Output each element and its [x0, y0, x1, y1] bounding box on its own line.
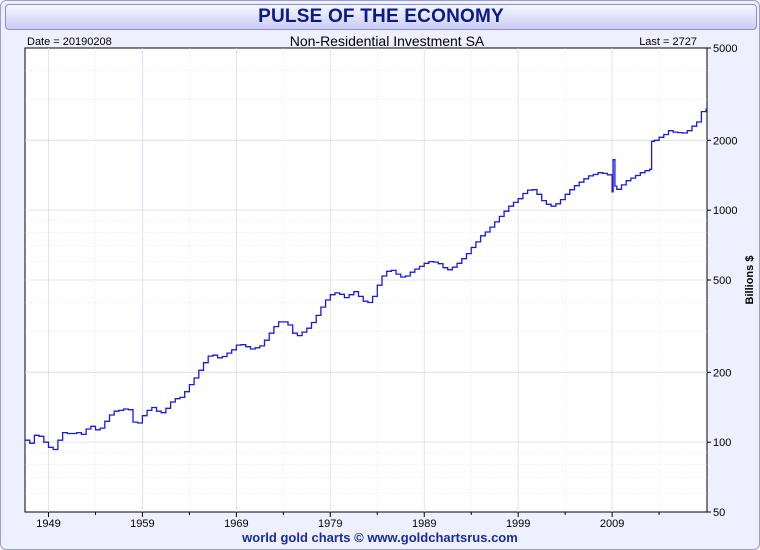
x-tick-label: 1969 [224, 518, 248, 530]
footer-credit: world gold charts © www.goldchartsrus.co… [242, 530, 518, 545]
x-tick-label: 1949 [36, 518, 60, 530]
chart-title: Non-Residential Investment SA [290, 33, 485, 49]
title-bar: PULSE OF THE ECONOMY [5, 4, 757, 30]
x-tick-label: 1959 [130, 518, 154, 530]
x-tick-label: 1999 [506, 518, 530, 530]
ticks [47, 47, 711, 517]
date-label: Date = 20190208 [27, 36, 112, 48]
last-label: Last = 2727 [639, 36, 697, 48]
grid [25, 48, 707, 512]
x-tick-label: 1979 [318, 518, 342, 530]
y-tick-label: 1000 [713, 205, 737, 217]
tick-labels: 50 100 200 500 1000 2000 5000 1949 1959 1969 1979 1… [36, 43, 737, 530]
y-tick-label: 50 [713, 507, 725, 519]
x-tick-label: 1989 [412, 518, 436, 530]
y-tick-label: 200 [713, 367, 731, 379]
y-tick-label: 2000 [713, 135, 737, 147]
y-tick-label: 5000 [713, 43, 737, 55]
page-title: PULSE OF THE ECONOMY [258, 6, 504, 27]
x-tick-label: 2009 [600, 518, 624, 530]
y-tick-label: 500 [713, 275, 731, 287]
y-tick-label: 100 [713, 437, 731, 449]
series-line-investment [25, 108, 707, 451]
y-axis-label: Billions $ [744, 256, 756, 305]
